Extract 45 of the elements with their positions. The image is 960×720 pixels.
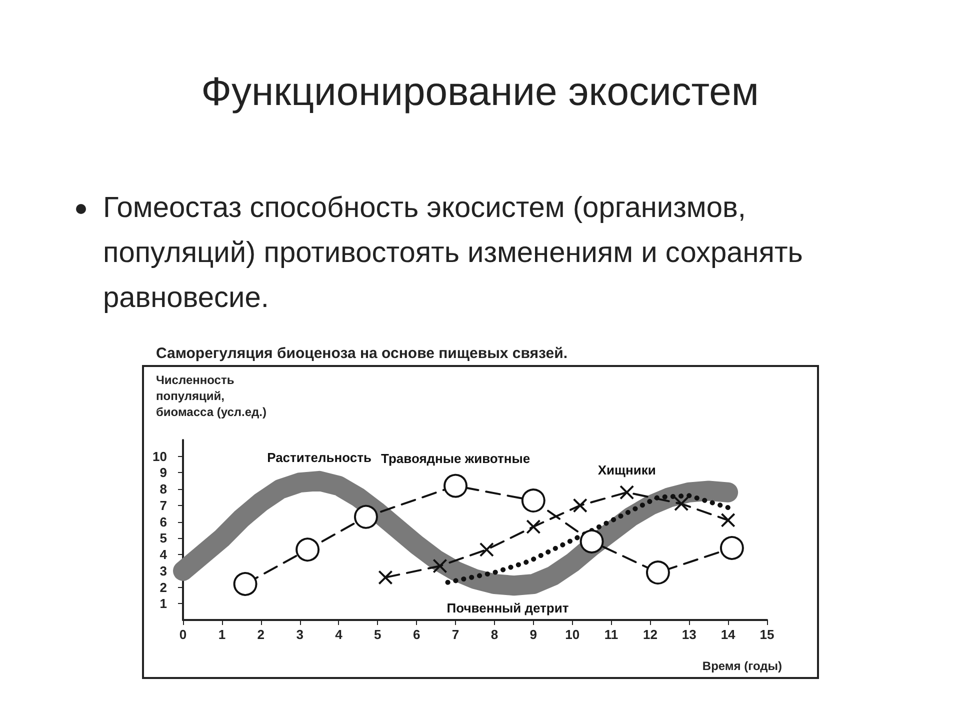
point <box>526 520 540 534</box>
y-tick-label: 10 <box>152 448 167 464</box>
y-tick-label: 9 <box>160 465 167 480</box>
y-tick-label: 8 <box>160 482 167 497</box>
x-tick-label: 14 <box>720 627 736 642</box>
point <box>378 570 392 584</box>
point <box>573 498 588 512</box>
x-tick-label: 15 <box>760 627 774 642</box>
x-tick-label: 2 <box>257 627 264 642</box>
x-tick-label: 11 <box>604 627 618 642</box>
point <box>432 559 447 573</box>
point <box>721 513 736 528</box>
series-label: Травоядные животные <box>381 450 530 466</box>
chart-title: Функционирование экосистем <box>200 70 760 115</box>
point <box>354 504 378 529</box>
series-label: Растительность <box>267 450 372 465</box>
x-tick-label: 12 <box>642 627 658 642</box>
x-tick-label: 4 <box>335 627 344 642</box>
x-tick-label: 9 <box>530 627 538 642</box>
x-tick-label: 8 <box>490 627 498 642</box>
y-tick-label: 6 <box>160 514 167 530</box>
point <box>620 485 634 500</box>
x-tick-label: 13 <box>682 627 696 642</box>
y-tick-label: 5 <box>160 530 167 546</box>
point <box>580 529 604 554</box>
y-tick-label: 1 <box>160 596 167 612</box>
point <box>480 542 494 557</box>
text: Гомеостаз способность экосистем (организмов, популяций) противостоять изменениям и сохранять равновесие. <box>103 191 804 316</box>
y-tick-label: 4 <box>160 547 168 562</box>
x-tick-label: 1 <box>218 627 226 642</box>
x-tick-label: 0 <box>179 627 187 642</box>
x-tick-label: 7 <box>452 627 460 642</box>
y-tick-label: 7 <box>160 498 167 513</box>
series-label: Хищники <box>598 462 656 478</box>
x-tick-label: 10 <box>565 627 580 642</box>
x-axis-title: Время (годы) <box>702 659 782 673</box>
x-tick-label: 6 <box>412 627 420 642</box>
y-tick-label: 3 <box>160 563 167 578</box>
y-tick-label: 2 <box>160 580 167 595</box>
point <box>674 496 688 511</box>
x-tick-label: 5 <box>374 627 382 642</box>
series-label: Почвенный детрит <box>446 600 569 616</box>
x-tick-label: 3 <box>296 627 304 642</box>
chart-subtitle: Саморегуляция биоценоза на основе пищевых связей. <box>156 345 568 362</box>
y-axis-title: Численность популяций, биомасса (усл.ед.) <box>156 373 266 419</box>
